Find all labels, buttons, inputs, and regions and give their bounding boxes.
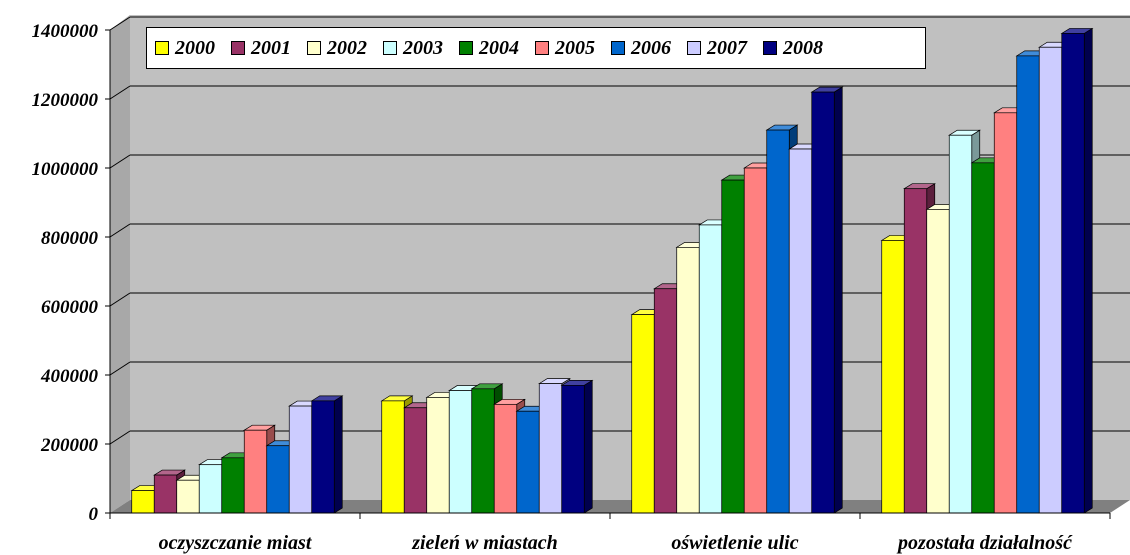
- bar: [926, 209, 950, 514]
- gridline-side: [109, 430, 131, 445]
- legend-label: 2002: [327, 36, 367, 59]
- chart-side-wall: [110, 15, 130, 513]
- bar-side: [333, 395, 343, 514]
- y-axis-ticks: 0 200000 400000 600000 800000 1000000 1200000 1…: [32, 21, 110, 525]
- legend-swatch: [307, 41, 321, 55]
- bar: [176, 479, 200, 514]
- bar-side: [1083, 27, 1093, 514]
- bar: [516, 410, 540, 514]
- gridline-side: [109, 292, 131, 307]
- bar: [426, 397, 450, 514]
- bar: [471, 388, 495, 514]
- bar: [903, 188, 928, 514]
- legend-label: 2004: [479, 36, 519, 59]
- legend-label: 2007: [707, 36, 747, 59]
- legend-swatch: [611, 41, 625, 55]
- legend-swatch: [687, 41, 701, 55]
- bar: [288, 405, 313, 514]
- x-axis-ticks: oczyszczanie miast zieleń w miastach oświe…: [109, 513, 1111, 554]
- gridline-side: [109, 85, 131, 100]
- bar: [698, 224, 723, 514]
- bar: [538, 383, 563, 514]
- gridline-side: [109, 223, 131, 238]
- bar: [381, 400, 405, 514]
- gridline-side: [109, 16, 131, 31]
- legend-item: 2005: [535, 37, 595, 60]
- bar: [721, 179, 745, 514]
- bar-side: [833, 86, 843, 514]
- legend-label: 2008: [783, 36, 823, 59]
- chart-back-wall: [130, 15, 1130, 500]
- bar: [993, 112, 1018, 514]
- legend-item: 2001: [231, 37, 291, 60]
- legend-item: 2008: [763, 37, 823, 60]
- legend-swatch: [763, 41, 777, 55]
- bar: [1016, 55, 1040, 514]
- legend-label: 2000: [175, 36, 215, 59]
- bar: [153, 474, 178, 514]
- bar: [811, 91, 835, 514]
- legend-label: 2001: [251, 36, 291, 59]
- chart-legend: 2000 2001 2002 2003 2004 2005 2006 2007 2008: [146, 27, 926, 69]
- bar: [676, 247, 700, 514]
- y-tick-label: 1200000: [32, 90, 99, 111]
- legend-item: 2002: [307, 37, 367, 60]
- legend-swatch: [231, 41, 245, 55]
- legend-swatch: [535, 41, 549, 55]
- bar: [131, 490, 155, 514]
- legend-item: 2000: [155, 37, 215, 60]
- x-tick-label: pozostała działalność: [896, 532, 1073, 554]
- x-tick-label: zieleń w miastach: [411, 532, 558, 554]
- legend-item: 2007: [687, 37, 747, 60]
- legend-label: 2003: [403, 36, 443, 59]
- y-tick-label: 600000: [41, 297, 99, 318]
- bar: [493, 403, 518, 514]
- bar: [403, 407, 428, 514]
- bar: [561, 385, 585, 514]
- bar: [311, 400, 335, 514]
- legend-item: 2006: [611, 37, 671, 60]
- bar: [266, 445, 290, 514]
- bar: [243, 429, 268, 514]
- legend-item: 2003: [383, 37, 443, 60]
- bar: [1061, 33, 1085, 514]
- legend-swatch: [155, 41, 169, 55]
- bar-side: [583, 379, 593, 514]
- y-tick-label: 800000: [41, 228, 99, 249]
- bar: [631, 314, 655, 514]
- gridline-side: [109, 361, 131, 376]
- y-tick-label: 0: [89, 504, 99, 525]
- bar: [788, 148, 813, 514]
- bar: [971, 162, 995, 514]
- bar: [653, 288, 678, 514]
- y-tick-label: 1000000: [32, 159, 99, 180]
- legend-label: 2006: [631, 36, 671, 59]
- bar: [221, 457, 245, 514]
- bar: [448, 390, 473, 514]
- bar: [1038, 46, 1063, 514]
- x-tick-label: oczyszczanie miast: [159, 532, 313, 554]
- bar: [766, 129, 790, 514]
- bar: [198, 464, 223, 514]
- legend-item: 2004: [459, 37, 519, 60]
- bars: [130, 27, 1094, 514]
- bar: [743, 167, 768, 514]
- y-tick-label: 400000: [40, 366, 99, 387]
- legend-swatch: [459, 41, 473, 55]
- chart-floor: [110, 500, 1130, 513]
- legend-swatch: [383, 41, 397, 55]
- legend-label: 2005: [555, 36, 595, 59]
- bar: [948, 134, 973, 514]
- bar: [881, 240, 905, 514]
- y-tick-label: 1400000: [32, 21, 99, 42]
- y-tick-label: 200000: [40, 435, 99, 456]
- x-tick-label: oświetlenie ulic: [671, 532, 798, 554]
- gridline-side: [109, 154, 131, 169]
